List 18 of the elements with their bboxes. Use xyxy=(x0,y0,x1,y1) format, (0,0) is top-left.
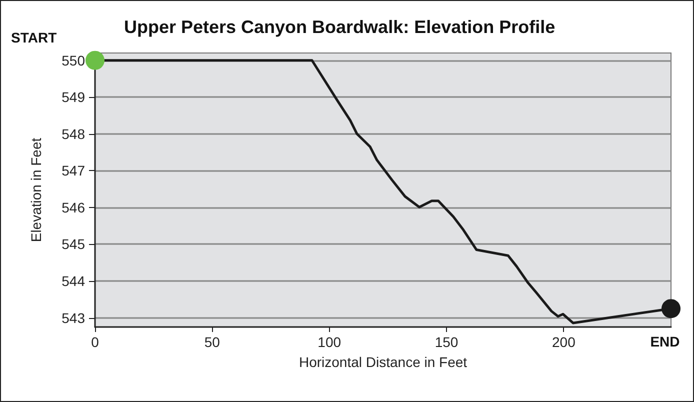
y-tick-label: 546 xyxy=(62,199,86,216)
y-tick-label: 543 xyxy=(62,310,86,326)
y-tick-label: 550 xyxy=(62,52,86,68)
y-tick-label: 548 xyxy=(62,126,86,142)
y-tick-label: 549 xyxy=(62,89,86,106)
y-tick-label: 545 xyxy=(62,236,86,252)
annotation: END xyxy=(650,334,680,350)
x-tick-label: 200 xyxy=(552,334,576,350)
x-axis-title: Horizontal Distance in Feet xyxy=(298,354,468,370)
chart-title: Upper Peters Canyon Boardwalk: Elevation Profile xyxy=(124,17,556,37)
x-tick-label: 50 xyxy=(204,334,220,350)
x-tick-label: 0 xyxy=(91,334,100,350)
x-tick-label: 100 xyxy=(318,334,342,350)
x-tick-label: 150 xyxy=(434,334,458,350)
y-tick-label: 547 xyxy=(62,162,86,179)
y-tick-label: 544 xyxy=(62,273,86,290)
annotation: START xyxy=(11,29,58,46)
y-axis-title: Elevation in Feet xyxy=(28,138,44,242)
